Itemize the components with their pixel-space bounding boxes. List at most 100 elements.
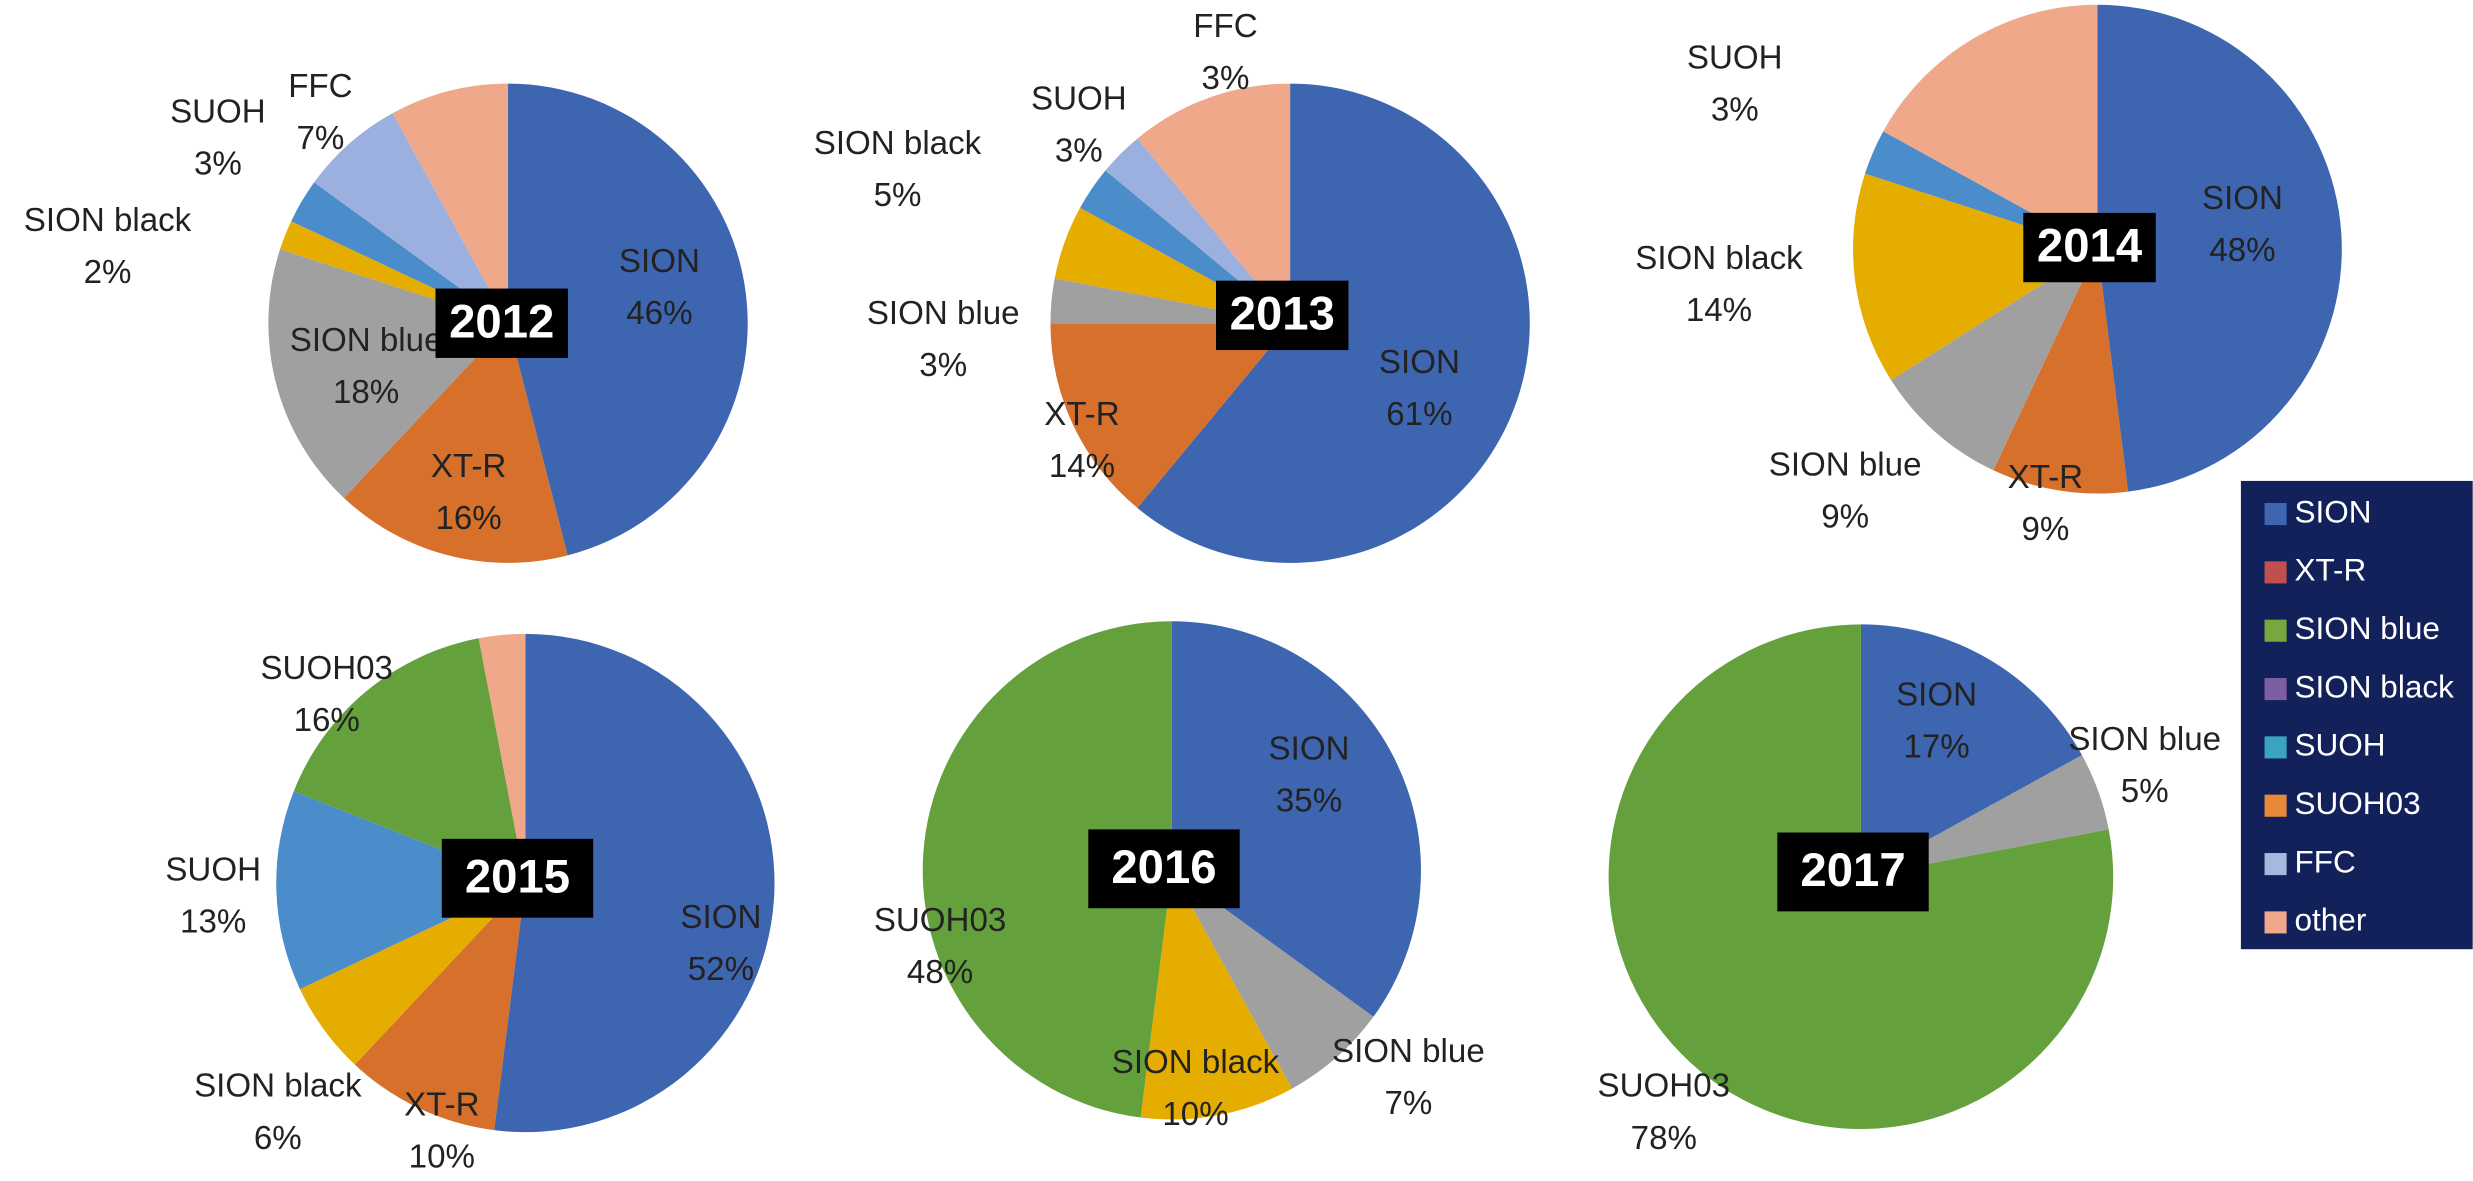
slice-percent: 14% <box>1049 448 1115 485</box>
chart-title: 2012 <box>449 295 554 348</box>
slice-percent: 46% <box>626 295 692 332</box>
slice-name: SUOH03 <box>260 650 392 687</box>
year-badge <box>2023 212 2156 283</box>
slice-name: XT-R <box>1044 396 1119 433</box>
pie-slice <box>314 113 509 324</box>
slice-percent: 13% <box>180 904 246 941</box>
slice-percent: 78% <box>1631 1120 1697 1157</box>
slice-name: SUOH03 <box>1598 1068 1730 1105</box>
pie-slice <box>291 182 509 324</box>
slice-percent: 3% <box>194 145 242 182</box>
slice-name: SION black <box>814 125 982 162</box>
legend-label: SUOH03 <box>2295 785 2421 821</box>
chart-title: 2014 <box>2037 220 2143 273</box>
year-badge <box>1777 832 1929 912</box>
pie-slice <box>922 621 1172 1118</box>
legend-swatch <box>2264 736 2287 759</box>
slice-percent: 35% <box>1276 782 1342 819</box>
slice-name: SUOH03 <box>874 902 1007 939</box>
slice-percent: 9% <box>1821 499 1869 536</box>
pie-slice <box>392 83 509 324</box>
pie-slice <box>2097 4 2342 492</box>
slice-name: SION blue <box>867 295 1020 332</box>
chart-title: 2015 <box>465 850 570 903</box>
slice-percent: 10% <box>1162 1096 1228 1133</box>
chart-title: 2013 <box>1230 287 1335 340</box>
slice-name: FFC <box>1193 8 1257 45</box>
pie-slice <box>478 633 526 883</box>
slice-percent: 16% <box>294 702 360 739</box>
legend-swatch <box>2264 911 2287 934</box>
year-badge <box>1216 280 1349 351</box>
pie-slice <box>508 83 748 556</box>
slice-name: SION blue <box>2068 721 2221 758</box>
slice-name: SUOH <box>1031 81 1127 118</box>
slice-name: SION <box>1269 730 1350 767</box>
slice-percent: 9% <box>2021 511 2069 548</box>
chart-title: 2017 <box>1800 844 1905 897</box>
slice-name: XT-R <box>404 1087 479 1124</box>
slice-name: FFC <box>288 68 352 105</box>
slice-name: XT-R <box>2008 459 2083 496</box>
slice-name: SION <box>2202 180 2283 217</box>
slice-name: SION <box>680 899 761 936</box>
legend-swatch <box>2264 853 2287 876</box>
slice-percent: 48% <box>907 954 973 991</box>
pie-slice <box>1891 249 2098 471</box>
pie-slice <box>1171 870 1374 1089</box>
slice-percent: 17% <box>1903 729 1969 766</box>
pie-slice <box>354 882 526 1131</box>
slice-name: SUOH <box>165 852 261 889</box>
slice-name: SUOH <box>1687 40 1783 77</box>
slice-percent: 3% <box>1711 92 1759 129</box>
slice-name: SION blue <box>290 322 443 359</box>
pie-slice <box>1050 323 1291 508</box>
slice-percent: 16% <box>435 500 501 537</box>
legend-swatch <box>2264 502 2287 526</box>
slice-name: SION black <box>1635 240 1803 277</box>
legend-label: SUOH <box>2295 727 2386 763</box>
slice-percent: 6% <box>254 1120 302 1157</box>
slice-percent: 18% <box>333 374 399 411</box>
slice-percent: 3% <box>919 347 967 384</box>
slice-name: SION black <box>1112 1044 1280 1081</box>
pie-slice <box>1853 173 2098 381</box>
legend-label: XT-R <box>2295 552 2367 588</box>
slice-percent: 10% <box>409 1139 475 1176</box>
slice-name: SION <box>619 243 700 280</box>
slice-percent: 3% <box>1055 133 1103 170</box>
slice-name: SION blue <box>1769 446 1922 483</box>
pie-slice <box>293 638 526 883</box>
slice-name: XT-R <box>431 448 506 485</box>
pie-slice <box>1860 624 2082 877</box>
slice-name: SUOH <box>170 93 266 130</box>
legend-label: SION <box>2295 493 2372 529</box>
slice-percent: 52% <box>688 951 754 988</box>
legend-label: FFC <box>2295 843 2356 879</box>
pie-slice <box>1883 4 2098 250</box>
pie-slice <box>276 791 526 990</box>
pie-slice <box>299 882 526 1065</box>
legend-swatch <box>2264 794 2287 817</box>
year-badge <box>435 288 568 358</box>
slice-percent: 7% <box>296 120 344 157</box>
slice-percent: 3% <box>1202 60 1250 97</box>
slice-name: SION <box>1896 677 1977 714</box>
slice-percent: 14% <box>1686 292 1752 329</box>
pie-slice <box>494 633 775 1133</box>
slice-percent: 48% <box>2209 232 2275 269</box>
slice-name: SION black <box>24 202 192 239</box>
legend-label: other <box>2295 902 2367 938</box>
legend-label: SION blue <box>2295 610 2440 646</box>
slice-name: SION black <box>194 1068 362 1105</box>
year-badge <box>441 838 594 918</box>
chart-title: 2016 <box>1111 841 1216 894</box>
legend-swatch <box>2264 678 2287 701</box>
pie-slice <box>1105 138 1291 324</box>
slice-percent: 5% <box>874 177 922 214</box>
slice-percent: 61% <box>1386 396 1452 433</box>
pie-slice <box>1140 870 1292 1120</box>
year-badge <box>1088 829 1240 909</box>
slice-name: SION blue <box>1332 1033 1485 1070</box>
